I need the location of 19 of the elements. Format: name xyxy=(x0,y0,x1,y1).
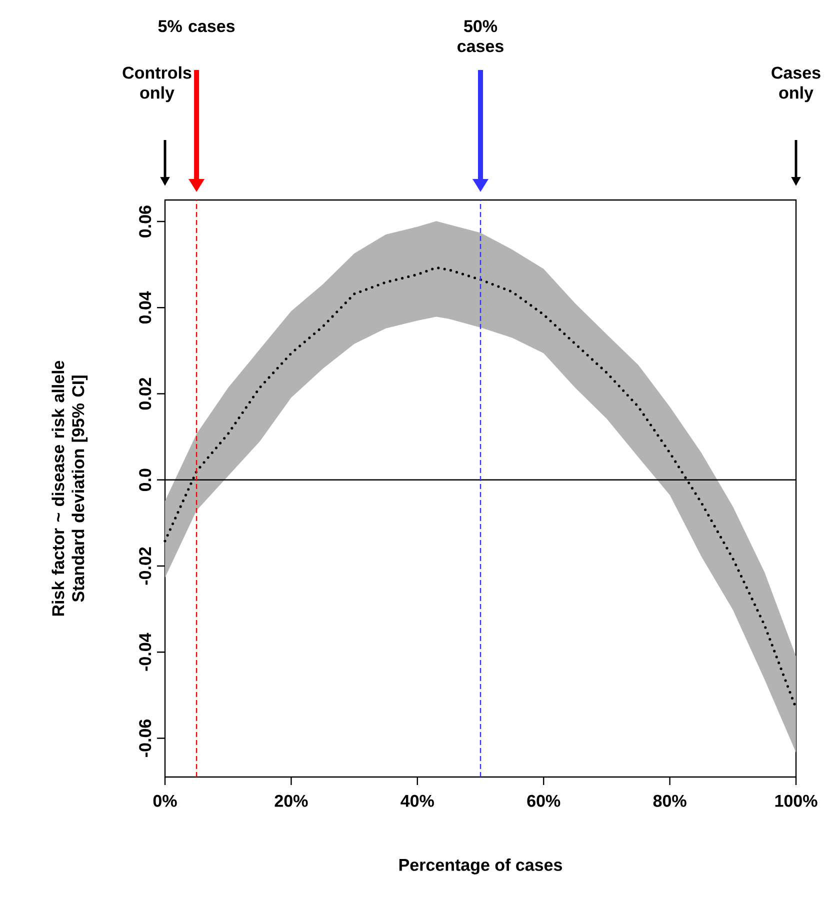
text: Controls only xyxy=(122,66,192,102)
y-tick-label: 0.06 xyxy=(139,206,152,238)
x-axis-title: Percentage of cases xyxy=(399,858,562,874)
y-tick-label: -0.04 xyxy=(139,632,152,671)
x-tick-label: 40% xyxy=(400,794,434,807)
y-tick-label: -0.06 xyxy=(139,719,152,757)
text: 50% cases xyxy=(458,20,504,52)
x-tick-label: 80% xyxy=(653,794,686,807)
x-tick-label: 100% xyxy=(775,794,818,807)
y-tick-label: -0.02 xyxy=(139,547,152,585)
x-tick-label: 0% xyxy=(153,794,177,807)
y-axis-title: Risk factor ~ disease risk allele Standard deviation [95% CI] xyxy=(52,360,88,616)
y-tick-label: 0.04 xyxy=(139,291,152,324)
text: Cases only xyxy=(772,66,820,102)
x-tick-label: 60% xyxy=(527,794,560,807)
x-tick-label: 20% xyxy=(274,794,308,807)
y-tick-label: 0.0 xyxy=(139,468,152,492)
text: 5% cases xyxy=(158,20,235,32)
y-tick-label: 0.02 xyxy=(139,378,152,410)
